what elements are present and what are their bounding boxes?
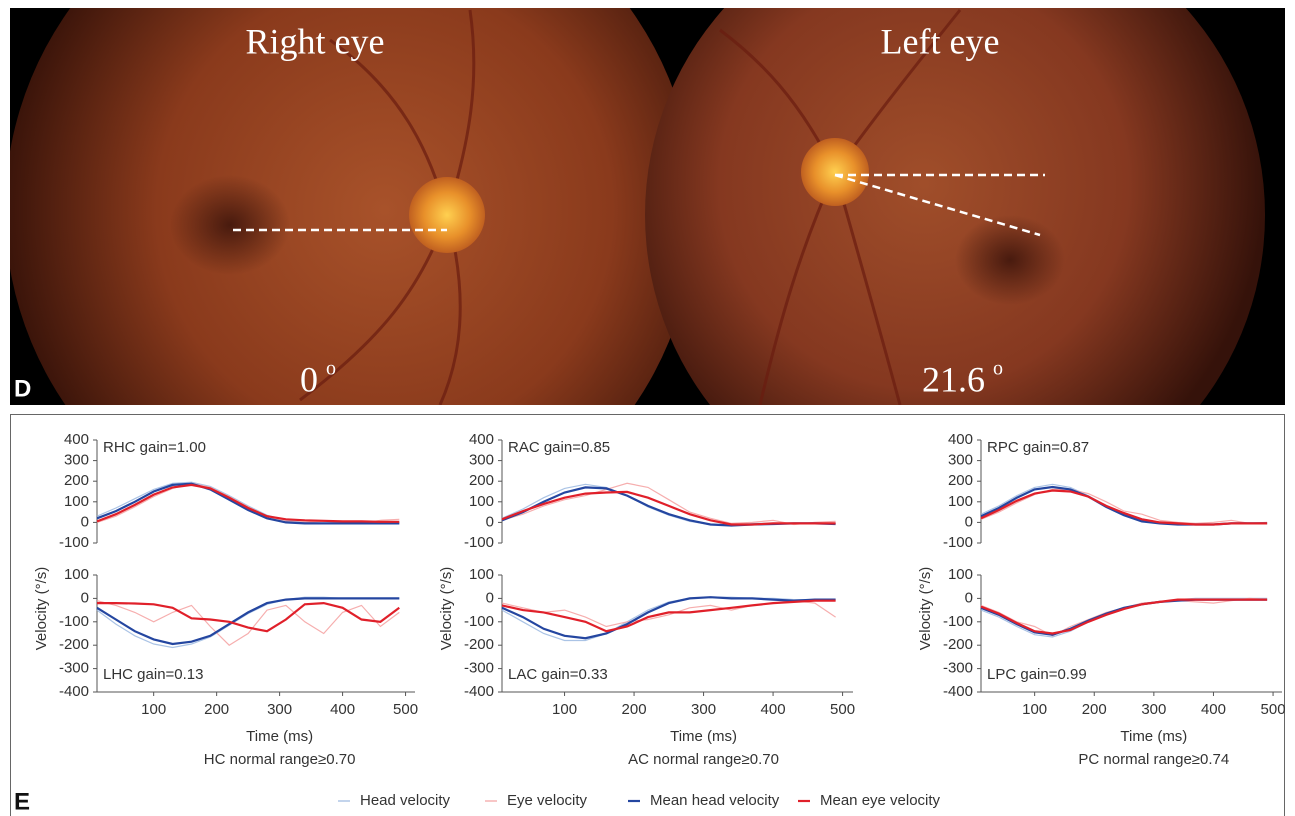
caption: HC normal range≥0.70 [204, 751, 356, 768]
y-tick-label: 0 [486, 589, 494, 606]
x-axis-label: Time (ms) [1120, 728, 1187, 745]
x-tick-label: 200 [1082, 701, 1107, 718]
y-tick-label: 0 [965, 589, 973, 606]
fundus-photos [5, 0, 1265, 555]
photo-title: Right eye [246, 21, 385, 61]
panel-label: E [14, 788, 30, 815]
x-axis-label: Time (ms) [670, 728, 737, 745]
y-axis-label: Velocity (°/s) [438, 567, 455, 651]
y-tick-label: 100 [469, 493, 494, 510]
y-tick-label: 300 [469, 452, 494, 469]
y-tick-label: 100 [948, 566, 973, 583]
legend-label: Head velocity [360, 792, 451, 809]
y-tick-label: -200 [464, 636, 494, 653]
x-tick-label: 500 [830, 701, 855, 718]
y-tick-label: -100 [464, 534, 494, 551]
y-tick-label: -200 [59, 636, 89, 653]
macula [170, 175, 290, 275]
x-axis-label: Time (ms) [246, 728, 313, 745]
x-tick-label: 200 [204, 701, 229, 718]
x-tick-label: 300 [691, 701, 716, 718]
x-tick-label: 300 [267, 701, 292, 718]
x-tick-label: 300 [1141, 701, 1166, 718]
x-tick-label: 100 [141, 701, 166, 718]
x-tick-label: 100 [552, 701, 577, 718]
x-tick-label: 400 [330, 701, 355, 718]
annotation: RPC gain=0.87 [987, 439, 1089, 456]
annotation: RAC gain=0.85 [508, 439, 610, 456]
angle-label: 0 [300, 359, 318, 399]
right-fundus [5, 0, 695, 555]
degree-mark: o [993, 358, 1003, 380]
y-tick-label: 0 [965, 513, 973, 530]
x-tick-label: 500 [1261, 701, 1286, 718]
x-tick-label: 100 [1022, 701, 1047, 718]
y-axis-label: Velocity (°/s) [33, 567, 50, 651]
y-tick-label: 200 [948, 472, 973, 489]
x-tick-label: 500 [393, 701, 418, 718]
y-tick-label: 100 [64, 566, 89, 583]
optic-disc [409, 177, 485, 253]
photo-title: Left eye [881, 21, 1000, 61]
y-tick-label: 300 [64, 452, 89, 469]
y-tick-label: 0 [81, 513, 89, 530]
y-tick-label: -200 [943, 636, 973, 653]
y-tick-label: -400 [943, 683, 973, 700]
figure: Right eye Left eye 0 o 21.6 o D E -100 0 1… [0, 0, 1295, 816]
degree-mark: o [326, 358, 336, 380]
legend-label: Mean head velocity [650, 792, 780, 809]
y-tick-label: 400 [469, 431, 494, 448]
x-tick-label: 200 [622, 701, 647, 718]
series-line [97, 483, 399, 523]
y-tick-label: 100 [64, 493, 89, 510]
y-tick-label: 300 [948, 452, 973, 469]
series-line [502, 483, 836, 524]
series-line [97, 598, 399, 644]
panel-label: D [14, 375, 31, 402]
y-tick-label: -100 [59, 613, 89, 630]
y-tick-label: -300 [464, 660, 494, 677]
series-line [981, 598, 1267, 637]
y-tick-label: 200 [469, 472, 494, 489]
y-tick-label: 400 [948, 431, 973, 448]
annotation: RHC gain=1.00 [103, 439, 206, 456]
y-tick-label: -400 [464, 683, 494, 700]
macula [955, 215, 1065, 305]
y-tick-label: -300 [943, 660, 973, 677]
caption: AC normal range≥0.70 [628, 751, 779, 768]
x-tick-label: 400 [761, 701, 786, 718]
y-tick-label: 0 [81, 589, 89, 606]
series-line [502, 601, 836, 632]
y-tick-label: -100 [464, 613, 494, 630]
angle-label: 21.6 [922, 359, 985, 399]
y-tick-label: 400 [64, 431, 89, 448]
x-tick-label: 400 [1201, 701, 1226, 718]
annotation: LHC gain=0.13 [103, 666, 204, 683]
y-tick-label: -100 [943, 534, 973, 551]
y-tick-label: 100 [469, 566, 494, 583]
y-tick-label: -400 [59, 683, 89, 700]
annotation: LAC gain=0.33 [508, 666, 608, 683]
y-tick-label: -300 [59, 660, 89, 677]
y-tick-label: 200 [64, 472, 89, 489]
y-tick-label: -100 [59, 534, 89, 551]
series-line [97, 484, 399, 524]
series-line [502, 492, 836, 525]
y-tick-label: -100 [943, 613, 973, 630]
series-line [981, 484, 1267, 524]
y-tick-label: 100 [948, 493, 973, 510]
series-line [97, 603, 399, 631]
legend-label: Eye velocity [507, 792, 588, 809]
series-line [981, 491, 1267, 525]
y-tick-label: 0 [486, 513, 494, 530]
series-line [502, 484, 836, 524]
caption: PC normal range≥0.74 [1078, 751, 1229, 768]
optic-disc [801, 138, 869, 206]
legend-label: Mean eye velocity [820, 792, 941, 809]
y-axis-label: Velocity (°/s) [917, 567, 934, 651]
annotation: LPC gain=0.99 [987, 666, 1087, 683]
